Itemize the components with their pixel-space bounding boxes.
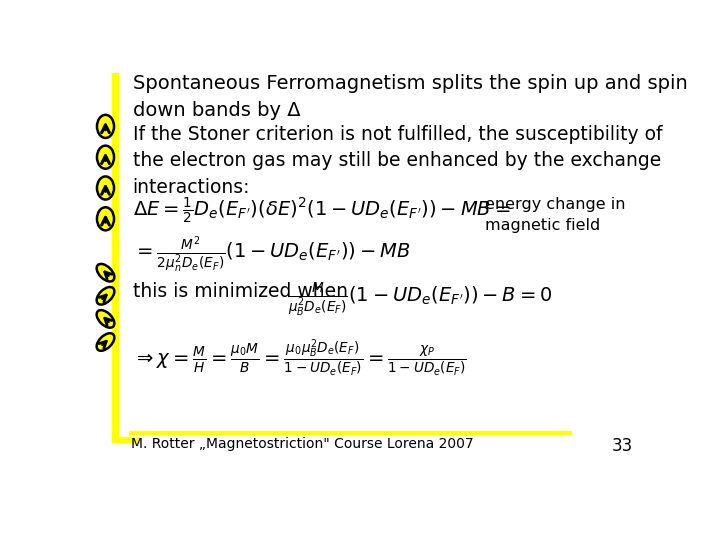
Text: energy change in
magnetic field: energy change in magnetic field <box>485 197 626 233</box>
Bar <box>112 72 117 442</box>
Text: this is minimized when: this is minimized when <box>132 282 348 301</box>
Ellipse shape <box>96 333 114 351</box>
Ellipse shape <box>97 177 114 200</box>
Text: $= \frac{M^2}{2\mu_n^2 D_e(E_F)}(1 - UD_e(E_{F^\prime})) - MB$: $= \frac{M^2}{2\mu_n^2 D_e(E_F)}(1 - UD_… <box>132 234 410 275</box>
Text: 33: 33 <box>611 437 632 455</box>
Bar <box>129 430 570 434</box>
Ellipse shape <box>97 207 114 231</box>
Ellipse shape <box>96 310 114 328</box>
Text: $\Delta E = \frac{1}{2}D_e(E_{F^\prime})(\delta E)^2(1 - UD_e(E_{F^\prime})) - M: $\Delta E = \frac{1}{2}D_e(E_{F^\prime})… <box>132 195 510 226</box>
Text: Spontaneous Ferromagnetism splits the spin up and spin
down bands by Δ: Spontaneous Ferromagnetism splits the sp… <box>132 74 688 119</box>
Text: If the Stoner criterion is not fulfilled, the susceptibility of
the electron gas: If the Stoner criterion is not fulfilled… <box>132 125 662 197</box>
Ellipse shape <box>97 115 114 138</box>
Ellipse shape <box>96 264 114 281</box>
Text: $\Rightarrow \chi = \frac{M}{H} = \frac{\mu_0 M}{B} = \frac{\mu_0\mu_B^2 D_e(E_F: $\Rightarrow \chi = \frac{M}{H} = \frac{… <box>132 338 467 380</box>
Ellipse shape <box>97 146 114 168</box>
Text: $\frac{M}{\mu_B^2 D_e(E_F)}(1 - UD_e(E_{F^\prime})) - B = 0$: $\frac{M}{\mu_B^2 D_e(E_F)}(1 - UD_e(E_{… <box>287 282 552 318</box>
Ellipse shape <box>96 287 114 305</box>
Text: M. Rotter „Magnetostriction" Course Lorena 2007: M. Rotter „Magnetostriction" Course Lore… <box>131 437 474 451</box>
Bar <box>112 437 139 442</box>
